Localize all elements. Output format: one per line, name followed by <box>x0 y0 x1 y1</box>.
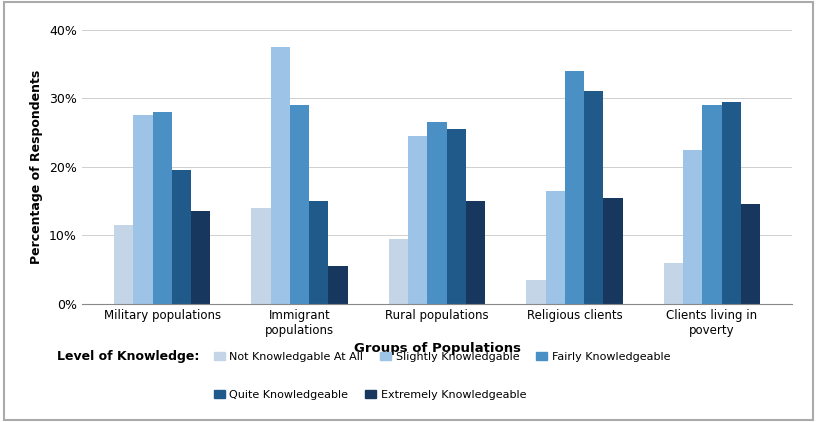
Bar <box>664 262 683 304</box>
X-axis label: Groups of Populations: Groups of Populations <box>354 342 520 355</box>
Legend: Not Knowledgable At All, Slightly Knowledgable, Fairly Knowledgeable: Not Knowledgable At All, Slightly Knowle… <box>214 352 670 362</box>
Bar <box>133 115 153 304</box>
Bar <box>310 201 328 304</box>
Bar <box>328 266 348 304</box>
Bar <box>703 105 721 304</box>
Bar <box>270 47 290 304</box>
Bar <box>721 102 741 304</box>
Bar <box>584 91 604 304</box>
Bar <box>153 112 172 304</box>
Legend: Quite Knowledgeable, Extremely Knowledgeable: Quite Knowledgeable, Extremely Knowledge… <box>214 390 526 400</box>
Bar <box>447 129 466 304</box>
Bar <box>683 149 703 304</box>
Bar <box>172 170 191 304</box>
Bar <box>191 211 210 304</box>
Bar <box>741 204 760 304</box>
Bar <box>466 201 485 304</box>
Bar <box>546 191 565 304</box>
Bar <box>290 105 310 304</box>
Bar <box>526 280 546 304</box>
Bar <box>389 239 408 304</box>
Text: Level of Knowledge:: Level of Knowledge: <box>57 350 199 363</box>
Bar <box>427 122 447 304</box>
Bar <box>604 197 623 304</box>
Bar <box>114 225 133 304</box>
Bar <box>408 136 427 304</box>
Bar <box>252 208 270 304</box>
Bar <box>565 70 584 304</box>
Y-axis label: Percentage of Respondents: Percentage of Respondents <box>30 70 43 264</box>
